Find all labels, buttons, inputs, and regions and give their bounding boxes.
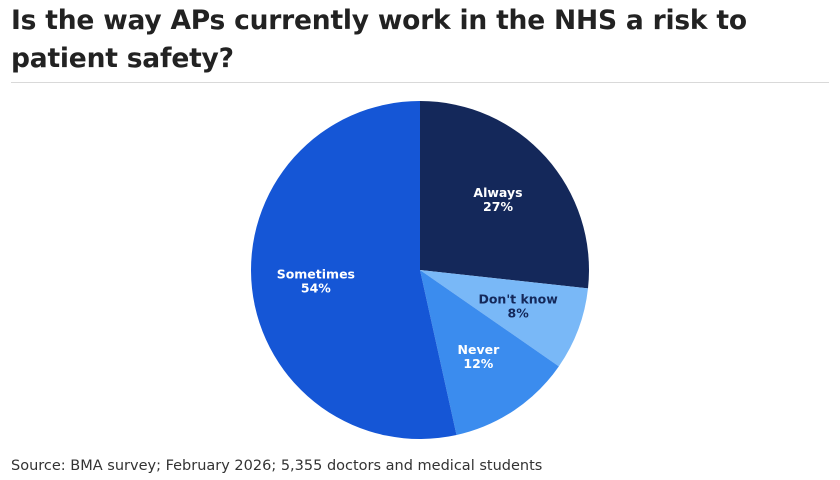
slice-label-don-t-know: Don't know bbox=[478, 292, 558, 307]
pie-slice-never bbox=[420, 270, 559, 436]
slice-value-don-t-know: 8% bbox=[508, 306, 530, 321]
slice-label-always: Always bbox=[473, 185, 522, 200]
pie-slice-always bbox=[420, 101, 589, 289]
slice-value-sometimes: 54% bbox=[301, 280, 331, 295]
slice-label-sometimes: Sometimes bbox=[277, 266, 355, 281]
slice-value-never: 12% bbox=[463, 356, 493, 371]
pie-slice-don-t-know bbox=[420, 270, 588, 367]
chart-title: Is the way APs currently work in the NHS… bbox=[11, 5, 747, 74]
title-divider bbox=[11, 82, 829, 83]
pie-slice-sometimes bbox=[251, 101, 457, 439]
source-note: Source: BMA survey; February 2026; 5,355… bbox=[11, 458, 543, 474]
slice-label-never: Never bbox=[458, 342, 501, 357]
slice-value-always: 27% bbox=[483, 199, 513, 214]
pie-slices bbox=[251, 101, 589, 439]
